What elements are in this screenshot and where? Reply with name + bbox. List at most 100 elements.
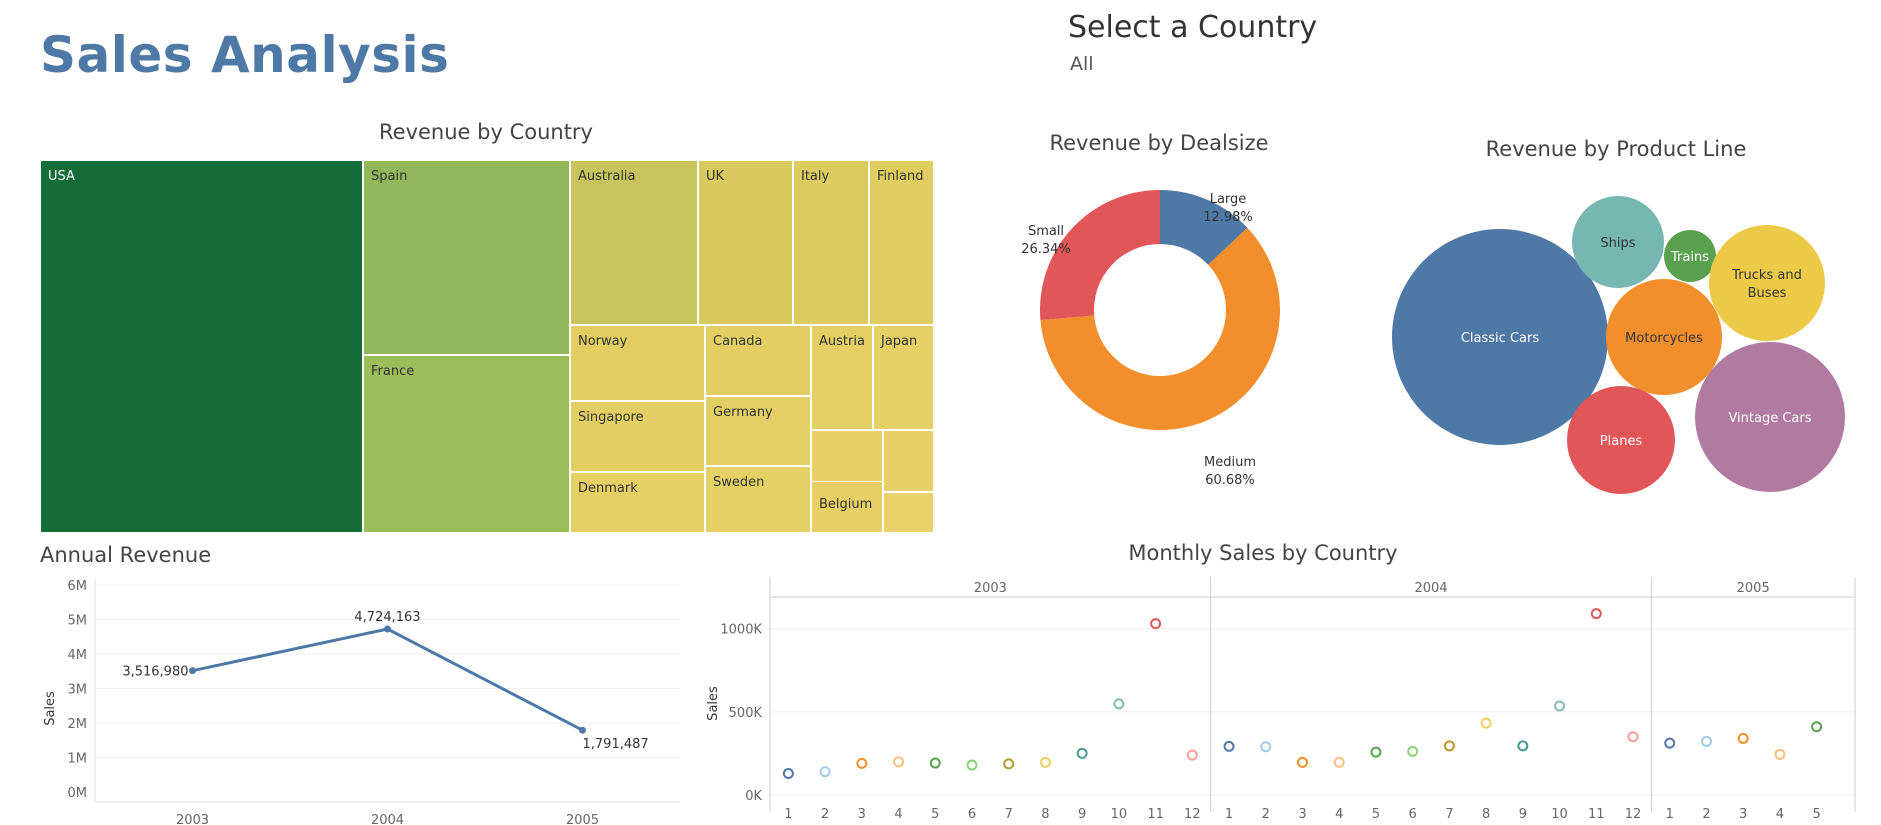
treemap-cell-label: Singapore bbox=[578, 410, 644, 425]
line-point[interactable] bbox=[579, 726, 586, 734]
y-tick-label: 1000K bbox=[720, 623, 762, 638]
month-sales-point[interactable] bbox=[1664, 737, 1676, 749]
treemap-cell[interactable]: Germany bbox=[705, 396, 811, 466]
y-tick-label: 6M bbox=[68, 579, 88, 594]
bubble[interactable] bbox=[1606, 279, 1722, 395]
bubble-label: Ships bbox=[1600, 236, 1635, 251]
treemap-cell[interactable]: USA bbox=[40, 160, 363, 533]
month-sales-point[interactable] bbox=[1039, 756, 1051, 768]
x-tick-label: 11 bbox=[1588, 807, 1605, 822]
x-tick-label: 2004 bbox=[371, 813, 404, 825]
month-sales-point[interactable] bbox=[1480, 717, 1492, 729]
x-tick-label: 7 bbox=[1445, 807, 1453, 822]
treemap-cell[interactable]: Japan bbox=[873, 325, 934, 430]
bubble-title: Revenue by Product Line bbox=[1485, 137, 1747, 161]
bubble[interactable] bbox=[1392, 229, 1608, 445]
bubble[interactable] bbox=[1695, 342, 1845, 492]
month-sales-point[interactable] bbox=[929, 757, 941, 769]
treemap-cell-label: Australia bbox=[578, 169, 636, 184]
treemap-cell-label: Sweden bbox=[713, 475, 765, 490]
line-point[interactable] bbox=[384, 625, 391, 633]
treemap-cell-label: France bbox=[371, 364, 415, 379]
treemap-cell[interactable] bbox=[811, 430, 883, 482]
month-sales-point[interactable] bbox=[1554, 700, 1566, 712]
bubble[interactable] bbox=[1572, 196, 1664, 288]
line-point[interactable] bbox=[189, 667, 196, 675]
x-tick-label: 2003 bbox=[176, 813, 209, 825]
annual-revenue-line-chart: 0M 1M 2M 3M 4M 5M 6M Sales 3,516,980 2003 4,724,16… bbox=[43, 579, 680, 825]
bubble[interactable] bbox=[1664, 230, 1716, 282]
bubble[interactable] bbox=[1567, 386, 1675, 494]
treemap-cell[interactable]: Denmark bbox=[570, 472, 705, 533]
treemap-cell[interactable]: Canada bbox=[705, 325, 811, 396]
bubble-label: Classic Cars bbox=[1461, 331, 1539, 346]
month-sales-point[interactable] bbox=[1407, 745, 1419, 757]
bubble-label: Motorcycles bbox=[1625, 331, 1703, 346]
treemap-cell[interactable]: Norway bbox=[570, 325, 705, 401]
data-label: 3,516,980 bbox=[122, 665, 188, 680]
month-sales-point[interactable] bbox=[966, 759, 978, 771]
treemap-cell[interactable] bbox=[883, 430, 934, 492]
month-sales-point[interactable] bbox=[1590, 608, 1602, 620]
treemap-cell-label: Japan bbox=[881, 334, 918, 349]
month-sales-point[interactable] bbox=[1700, 735, 1712, 747]
panel-year-header: 2003 bbox=[974, 581, 1007, 596]
treemap-cell[interactable]: Spain bbox=[363, 160, 570, 355]
donut-slice-label: Medium bbox=[1204, 455, 1256, 470]
month-sales-point[interactable] bbox=[1627, 731, 1639, 743]
x-tick-label: 5 bbox=[931, 807, 939, 822]
x-tick-label: 3 bbox=[858, 807, 866, 822]
y-tick-label: 4M bbox=[68, 648, 88, 663]
country-filter-dropdown[interactable]: All bbox=[1070, 53, 1094, 75]
y-tick-label: 2M bbox=[68, 717, 88, 732]
treemap-cell[interactable]: France bbox=[363, 355, 570, 533]
x-tick-label: 10 bbox=[1551, 807, 1568, 822]
x-tick-label: 6 bbox=[968, 807, 976, 822]
bubble-label: Planes bbox=[1600, 434, 1643, 449]
treemap-cell[interactable]: Finland bbox=[869, 160, 934, 325]
bubble-label: Trucks and bbox=[1731, 268, 1802, 283]
month-sales-point[interactable] bbox=[1150, 618, 1162, 630]
line-chart-title: Annual Revenue bbox=[40, 543, 212, 567]
donut-slice-percent: 26.34% bbox=[1021, 242, 1071, 257]
month-sales-point[interactable] bbox=[1260, 741, 1272, 753]
month-sales-point[interactable] bbox=[1223, 740, 1235, 752]
x-tick-label: 4 bbox=[1335, 807, 1343, 822]
treemap-cell[interactable]: Italy bbox=[793, 160, 869, 325]
treemap-cell[interactable] bbox=[883, 492, 934, 533]
page-title: Sales Analysis bbox=[40, 26, 450, 84]
month-sales-point[interactable] bbox=[1003, 758, 1015, 770]
month-sales-point[interactable] bbox=[856, 757, 868, 769]
treemap-cell[interactable]: Australia bbox=[570, 160, 698, 325]
treemap-cell[interactable]: UK bbox=[698, 160, 793, 325]
bubble[interactable] bbox=[1709, 225, 1825, 341]
month-sales-point[interactable] bbox=[1737, 732, 1749, 744]
month-sales-point[interactable] bbox=[1186, 749, 1198, 761]
treemap-cell[interactable]: Sweden bbox=[705, 466, 811, 533]
donut-slice[interactable] bbox=[1040, 227, 1280, 430]
donut-slice[interactable] bbox=[1040, 190, 1160, 321]
month-sales-point[interactable] bbox=[782, 768, 794, 780]
x-tick-label: 8 bbox=[1041, 807, 1049, 822]
revenue-line bbox=[192, 627, 584, 732]
bubble-label: Vintage Cars bbox=[1728, 411, 1811, 426]
month-sales-point[interactable] bbox=[819, 766, 831, 778]
month-sales-point[interactable] bbox=[1774, 748, 1786, 760]
treemap-cell[interactable]: Austria bbox=[811, 325, 873, 430]
donut-slice[interactable] bbox=[1160, 190, 1248, 265]
treemap-cell[interactable]: Singapore bbox=[570, 401, 705, 472]
month-sales-point[interactable] bbox=[1811, 721, 1823, 733]
month-sales-point[interactable] bbox=[1333, 756, 1345, 768]
month-sales-point[interactable] bbox=[1076, 747, 1088, 759]
x-tick-label: 4 bbox=[1776, 807, 1784, 822]
bubble-label: Buses bbox=[1748, 286, 1787, 301]
treemap-cell-label: USA bbox=[48, 169, 75, 184]
month-sales-point[interactable] bbox=[893, 756, 905, 768]
month-sales-point[interactable] bbox=[1443, 740, 1455, 752]
month-sales-point[interactable] bbox=[1297, 756, 1308, 768]
treemap-cell-label: Austria bbox=[819, 334, 865, 349]
month-sales-point[interactable] bbox=[1113, 698, 1125, 710]
month-sales-point[interactable] bbox=[1517, 740, 1529, 752]
x-tick-label: 8 bbox=[1482, 807, 1490, 822]
month-sales-point[interactable] bbox=[1370, 746, 1382, 758]
